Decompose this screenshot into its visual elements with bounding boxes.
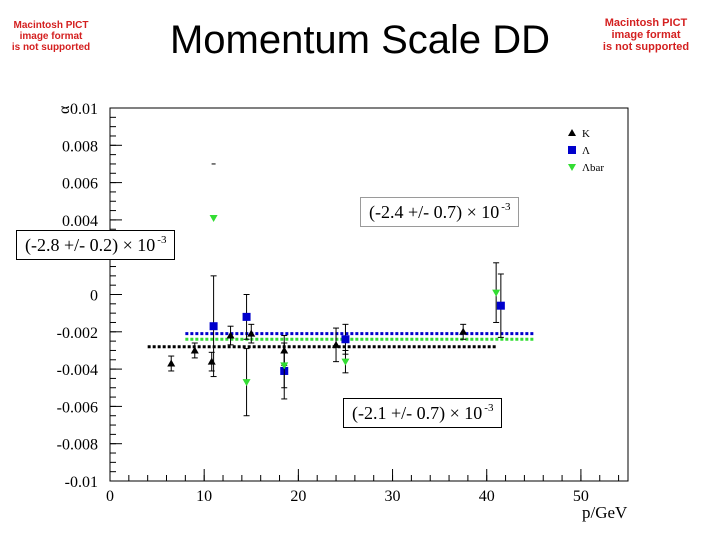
data-points bbox=[167, 163, 505, 417]
unsupported-image-placeholder-left: Macintosh PICT image format is not suppo… bbox=[8, 20, 94, 53]
y-tick-label: 0.01 bbox=[70, 101, 98, 118]
data-point bbox=[492, 289, 501, 297]
x-tick-label: 50 bbox=[573, 488, 589, 505]
y-tick-label: -0.002 bbox=[57, 325, 98, 342]
fit-result-exponent: -3 bbox=[501, 201, 511, 213]
data-point bbox=[167, 359, 176, 367]
data-point bbox=[247, 329, 256, 337]
y-tick-label: -0.004 bbox=[57, 362, 98, 379]
data-point bbox=[242, 312, 251, 321]
y-tick-label: 0.008 bbox=[62, 138, 98, 155]
placeholder-line: is not supported bbox=[11, 42, 91, 53]
placeholder-line: Macintosh PICT bbox=[604, 17, 688, 29]
data-point bbox=[209, 215, 218, 223]
y-tick-label: 0 bbox=[90, 288, 98, 305]
fit-result-exponent: -3 bbox=[484, 402, 494, 414]
data-point bbox=[226, 331, 235, 339]
data-point bbox=[459, 327, 468, 335]
data-point bbox=[209, 322, 218, 331]
x-tick-label: 10 bbox=[196, 488, 212, 505]
data-point bbox=[568, 129, 576, 136]
fit-result-label-lambdabar: (-2.4 +/- 0.7) × 10 -3 bbox=[360, 197, 520, 227]
y-tick-label: -0.006 bbox=[57, 399, 98, 416]
data-point bbox=[568, 164, 576, 171]
placeholder-line: is not supported bbox=[602, 41, 690, 53]
x-tick-label: 20 bbox=[290, 488, 306, 505]
x-axis-label: p/GeV bbox=[582, 503, 628, 522]
data-point bbox=[341, 358, 350, 366]
y-tick-label: 0.006 bbox=[62, 176, 98, 193]
data-point bbox=[332, 340, 341, 348]
data-point bbox=[190, 346, 199, 354]
page-title: Momentum Scale DD bbox=[169, 18, 551, 62]
legend-label: K bbox=[582, 128, 590, 140]
data-point bbox=[207, 357, 216, 365]
data-point bbox=[568, 146, 576, 154]
x-tick-label: 40 bbox=[479, 488, 495, 505]
fit-result-text: (-2.1 +/- 0.7) × 10 bbox=[352, 403, 483, 423]
y-tick-label: -0.01 bbox=[65, 474, 98, 491]
axis-ticks: 0.01 0.008 0.006 0.004 0 -0.002 -0.004 -0.006 -0… bbox=[57, 101, 620, 505]
placeholder-line: image format bbox=[19, 31, 83, 42]
placeholder-line: image format bbox=[611, 29, 681, 41]
y-tick-label: 0.004 bbox=[62, 213, 98, 230]
data-point bbox=[242, 379, 251, 387]
data-point bbox=[496, 301, 505, 310]
data-point bbox=[341, 335, 350, 344]
fit-result-label-lambda: (-2.1 +/- 0.7) × 10 -3 bbox=[343, 398, 503, 428]
fit-result-text: (-2.4 +/- 0.7) × 10 bbox=[369, 202, 500, 222]
fit-lines bbox=[147, 332, 534, 349]
y-axis-label: α bbox=[56, 105, 73, 114]
fit-result-text: (-2.8 +/- 0.2) × 10 bbox=[25, 235, 156, 255]
legend: KΛ Λbar bbox=[568, 128, 604, 174]
unsupported-image-placeholder-right: Macintosh PICT image format is not suppo… bbox=[588, 17, 704, 53]
legend-label: Λbar bbox=[582, 162, 604, 174]
placeholder-line: Macintosh PICT bbox=[13, 20, 89, 31]
fit-result-exponent: -3 bbox=[157, 234, 167, 246]
x-tick-label: 0 bbox=[106, 488, 114, 505]
fit-result-label-k: (-2.8 +/- 0.2) × 10 -3 bbox=[16, 230, 176, 260]
data-point bbox=[280, 362, 289, 370]
x-tick-label: 30 bbox=[385, 488, 401, 505]
legend-label: Λ bbox=[582, 145, 590, 157]
y-tick-label: -0.008 bbox=[57, 437, 98, 454]
